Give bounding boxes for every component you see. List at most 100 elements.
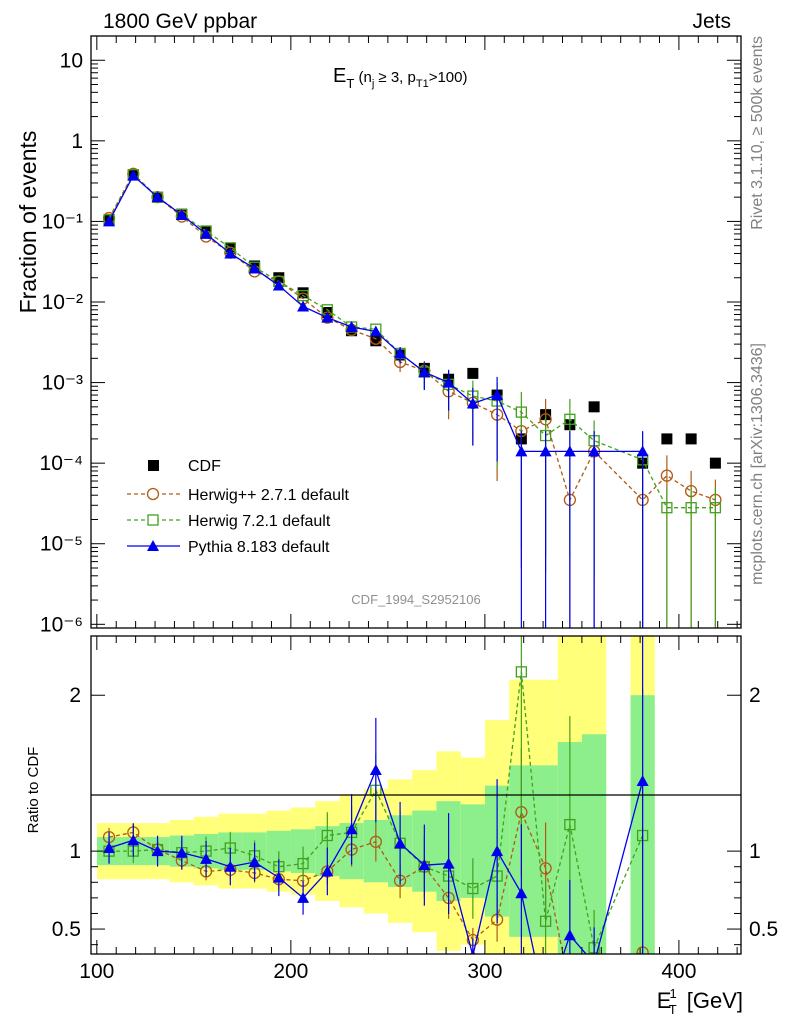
y-tick-label: 10⁻³: [42, 372, 83, 395]
data-point: [394, 347, 407, 359]
data-point: [248, 262, 261, 274]
data-point: [515, 406, 528, 418]
data-point: [466, 397, 479, 409]
ratio-point: [442, 857, 455, 869]
data-point: [200, 227, 213, 239]
ratio-point: [151, 845, 164, 857]
data-point: [369, 325, 382, 337]
ratio-point: [467, 882, 479, 895]
main-y-axis-label: Fraction of events: [15, 131, 41, 314]
analysis-label: CDF_1994_S2952106: [351, 592, 480, 607]
data-point: [273, 272, 285, 284]
ratio-point: [200, 852, 213, 864]
series-herwig7: [103, 169, 722, 628]
ratio-point: [564, 983, 575, 994]
data-point: [272, 279, 285, 291]
ratio-y-tick-label: 0.5: [52, 918, 81, 941]
ratio-point: [540, 1001, 552, 1012]
legend-item-herwig7: Herwig 7.2.1 default: [127, 513, 331, 530]
ratio-point: [345, 823, 358, 835]
data-point: [709, 457, 721, 469]
data-point: [588, 445, 601, 457]
data-point: [685, 433, 697, 445]
ratio-point: [564, 818, 576, 831]
series-pythia: [103, 169, 649, 628]
ratio-point: [297, 857, 309, 870]
ratio-y-axis-label: Ratio to CDF: [25, 747, 42, 834]
y-tick-label: 10⁻⁴: [40, 452, 83, 475]
ratio-point: [321, 865, 334, 877]
x-tick-label: 400: [661, 960, 696, 983]
ratio-axis-ticks: 100 200 300 400 0.5 0.5 1 1 2 2: [52, 636, 778, 983]
ratio-point: [589, 958, 600, 969]
main-axis-ticks: 10 1 10⁻¹ 10⁻² 10⁻³ 10⁻⁴ 10⁻⁵ 10⁻⁶: [40, 35, 741, 636]
ratio-point: [321, 829, 333, 842]
data-point: [491, 389, 504, 401]
data-point: [418, 366, 431, 378]
data-point: [370, 335, 382, 347]
data-point: [224, 247, 237, 259]
data-point: [661, 502, 673, 514]
ratio-point: [539, 915, 552, 927]
main-plot-frame: [90, 35, 742, 629]
svg-text:CDF: CDF: [188, 458, 221, 475]
data-point: [515, 445, 528, 457]
ratio-point: [297, 891, 310, 903]
ratio-line: [108, 810, 643, 954]
data-point: [297, 300, 310, 312]
svg-text:Herwig 7.2.1 default: Herwig 7.2.1 default: [188, 513, 331, 530]
data-point: [442, 376, 455, 388]
data-point: [660, 469, 674, 482]
data-point: [321, 311, 334, 323]
ratio-point: [418, 859, 431, 871]
ratio-point: [369, 835, 382, 848]
data-point: [345, 320, 358, 332]
legend-item-pythia: Pythia 8.183 default: [127, 539, 330, 556]
ratio-point: [563, 929, 576, 941]
rivet-label: Rivet 3.1.10, ≥ 500k events: [749, 36, 766, 230]
data-point: [127, 169, 140, 181]
ratio-point: [369, 764, 382, 776]
y-tick-label: 10: [60, 49, 83, 72]
header-left: 1800 GeV ppbar: [103, 10, 257, 33]
y-tick-label: 10⁻⁶: [40, 613, 83, 636]
x-tick-label: 300: [467, 960, 502, 983]
legend: CDF Herwig++ 2.7.1 default Herwig 7.2.1 …: [127, 458, 350, 556]
series-line: [108, 174, 643, 453]
ratio-point: [470, 949, 476, 954]
y-tick-label: 1: [71, 130, 83, 153]
ratio-point: [394, 837, 407, 849]
ratio-y-tick-label-right: 0.5: [749, 918, 778, 941]
ratio-y-tick-label: 2: [69, 684, 81, 707]
ratio-point: [103, 842, 116, 853]
ratio-y-tick-label-right: 2: [749, 684, 761, 707]
data-point: [563, 445, 576, 457]
data-point: [661, 433, 673, 445]
ratio-point: [588, 957, 600, 968]
series-cdf: [103, 169, 721, 469]
ratio-point: [491, 845, 504, 857]
legend-item-cdf: CDF: [148, 458, 221, 475]
data-point: [467, 367, 479, 379]
data-point: [685, 502, 697, 514]
ratio-point: [636, 774, 649, 786]
ratio-point: [224, 860, 237, 872]
ratio-y-tick-label: 1: [69, 840, 81, 863]
svg-text:Pythia 8.183 default: Pythia 8.183 default: [188, 539, 330, 556]
x-axis-label: E1 T [GeV]: [657, 986, 743, 1017]
ratio-y-tick-label-right: 1: [749, 840, 761, 863]
x-tick-label: 100: [79, 960, 114, 983]
series-herwigpp: [102, 167, 722, 628]
svg-text:Herwig++ 2.7.1 default: Herwig++ 2.7.1 default: [188, 487, 350, 504]
data-point: [103, 215, 116, 227]
ratio-point: [272, 871, 285, 883]
y-tick-label: 10⁻¹: [42, 210, 83, 233]
y-tick-label: 10⁻²: [42, 291, 83, 314]
y-tick-label: 10⁻⁵: [40, 533, 83, 556]
ratio-point: [515, 887, 528, 899]
data-point: [709, 502, 722, 514]
ratio-series: [102, 636, 649, 1012]
header-right: Jets: [692, 10, 731, 33]
ratio-point: [248, 856, 261, 868]
